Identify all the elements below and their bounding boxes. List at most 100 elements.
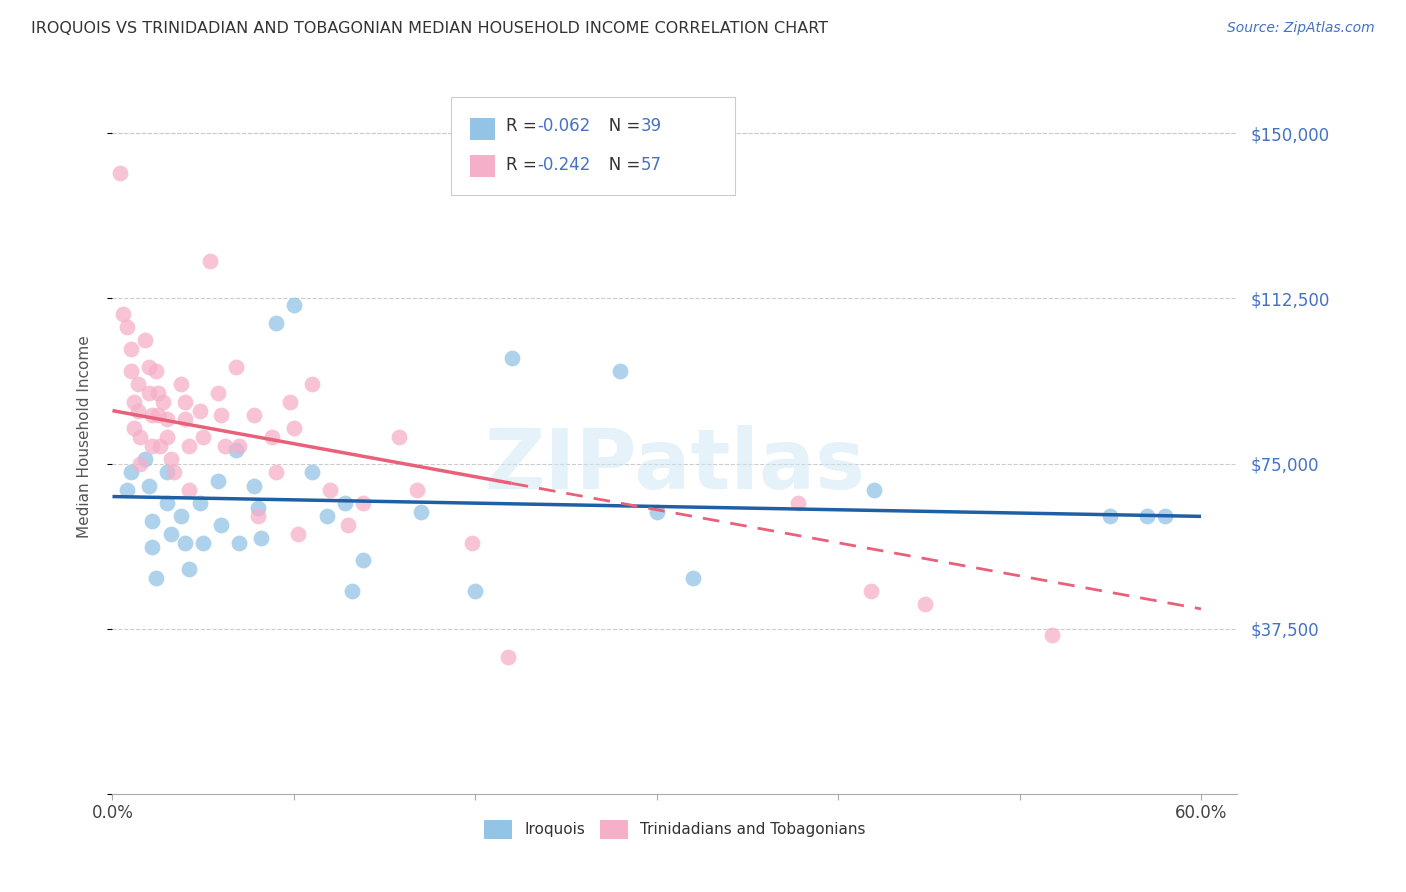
Point <box>115 320 138 334</box>
Point <box>1135 509 1157 524</box>
Point <box>152 394 174 409</box>
Text: -0.242: -0.242 <box>537 155 591 174</box>
Point <box>496 650 519 665</box>
Point <box>159 527 181 541</box>
Point <box>283 298 305 312</box>
Point <box>156 412 179 426</box>
Point <box>863 483 886 497</box>
Point <box>193 430 215 444</box>
Point <box>264 466 287 480</box>
Point <box>283 421 305 435</box>
Point <box>127 403 149 417</box>
Point <box>682 571 704 585</box>
Point <box>209 408 232 422</box>
Point <box>156 496 179 510</box>
Point <box>340 584 363 599</box>
Point <box>464 584 486 599</box>
Text: 57: 57 <box>641 155 662 174</box>
Point <box>214 439 236 453</box>
Point <box>207 386 229 401</box>
Point <box>645 505 668 519</box>
Point <box>337 518 360 533</box>
Point <box>141 439 163 453</box>
Text: -0.062: -0.062 <box>537 117 591 135</box>
Point <box>859 584 882 599</box>
Point <box>188 403 211 417</box>
Point <box>243 478 266 492</box>
Point <box>1099 509 1122 524</box>
Point <box>301 466 323 480</box>
Point <box>301 377 323 392</box>
Text: N =: N = <box>593 155 645 174</box>
Text: R =: R = <box>506 155 543 174</box>
Point <box>174 412 197 426</box>
Text: ZIPatlas: ZIPatlas <box>485 425 865 506</box>
Point <box>146 386 169 401</box>
Point <box>115 483 138 497</box>
Point <box>1040 628 1063 642</box>
Point <box>174 536 197 550</box>
Point <box>787 496 810 510</box>
Point <box>145 364 167 378</box>
Text: N =: N = <box>593 117 645 135</box>
Point <box>163 466 186 480</box>
Point <box>287 527 309 541</box>
Text: 39: 39 <box>641 117 662 135</box>
Legend: Iroquois, Trinidadians and Tobagonians: Iroquois, Trinidadians and Tobagonians <box>478 814 872 845</box>
Point <box>409 505 432 519</box>
Point <box>228 536 250 550</box>
Point <box>264 316 287 330</box>
Point <box>108 166 131 180</box>
Point <box>250 532 273 546</box>
Point <box>914 598 936 612</box>
Point <box>120 466 142 480</box>
Point <box>141 514 163 528</box>
Point <box>209 518 232 533</box>
Point <box>207 474 229 488</box>
Point <box>225 443 247 458</box>
Point <box>501 351 523 365</box>
Point <box>177 439 200 453</box>
Point <box>319 483 342 497</box>
Point <box>188 496 211 510</box>
Point <box>228 439 250 453</box>
Point <box>246 500 269 515</box>
Point <box>138 478 160 492</box>
Point <box>134 452 156 467</box>
Point <box>278 394 301 409</box>
Point <box>193 536 215 550</box>
Point <box>609 364 631 378</box>
Point <box>127 377 149 392</box>
Point <box>156 430 179 444</box>
Point <box>200 253 222 268</box>
Point <box>352 496 374 510</box>
Point <box>406 483 429 497</box>
Point <box>112 307 135 321</box>
Point <box>138 386 160 401</box>
Point <box>333 496 356 510</box>
Point <box>315 509 337 524</box>
Text: Source: ZipAtlas.com: Source: ZipAtlas.com <box>1227 21 1375 36</box>
Point <box>170 377 193 392</box>
Point <box>156 466 179 480</box>
Point <box>246 509 269 524</box>
Point <box>149 439 172 453</box>
Point <box>388 430 411 444</box>
Point <box>460 536 482 550</box>
Point <box>174 394 197 409</box>
Point <box>170 509 193 524</box>
Y-axis label: Median Household Income: Median Household Income <box>77 335 91 539</box>
Point <box>141 540 163 554</box>
Point <box>177 483 200 497</box>
Point <box>134 333 156 347</box>
Point <box>262 430 284 444</box>
Point <box>122 394 145 409</box>
Point <box>138 359 160 374</box>
Point <box>145 571 167 585</box>
Point <box>1153 509 1175 524</box>
Point <box>128 430 150 444</box>
Point <box>146 408 169 422</box>
Point <box>122 421 145 435</box>
Point <box>120 342 142 356</box>
Point <box>177 562 200 576</box>
